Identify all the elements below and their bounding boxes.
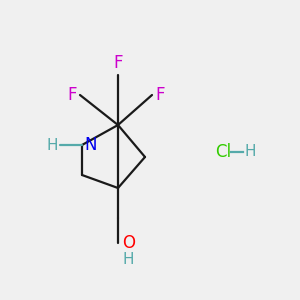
Text: H: H [245, 145, 256, 160]
Text: F: F [155, 86, 164, 104]
Text: Cl: Cl [215, 143, 231, 161]
Text: F: F [113, 54, 123, 72]
Text: O: O [122, 234, 135, 252]
Text: F: F [68, 86, 77, 104]
Text: N: N [84, 136, 97, 154]
Text: H: H [122, 253, 134, 268]
Text: H: H [46, 137, 58, 152]
